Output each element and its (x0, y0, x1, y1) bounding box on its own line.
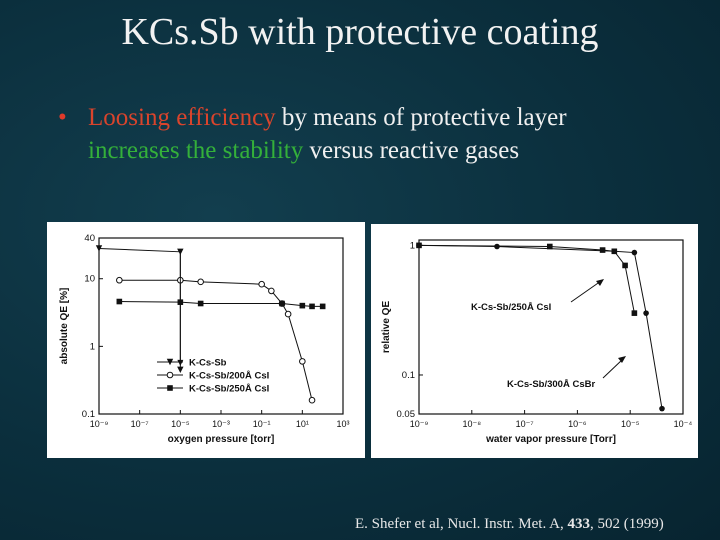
bullet-point: • Loosing efficiency by means of protect… (58, 101, 698, 167)
data-point (599, 247, 606, 253)
y-tick-label: 0.05 (397, 409, 416, 420)
bullet-highlight-red: Loosing efficiency (88, 104, 276, 131)
legend-label: K-Cs-Sb (189, 358, 227, 369)
y-tick-label: 40 (84, 233, 95, 244)
data-point (284, 310, 292, 318)
data-point (319, 303, 326, 310)
x-tick-label: 10⁻⁹ (90, 419, 109, 429)
data-point (494, 243, 500, 250)
data-point (197, 300, 204, 307)
arrow-head-icon (177, 359, 184, 366)
data-point (197, 278, 204, 286)
annotation-arrow-line (602, 358, 624, 379)
data-point (95, 245, 103, 252)
oxygen-exposure-chart: 10⁻⁹ 10⁻⁷ 10⁻⁵ 10⁻³ 10⁻¹ 10¹ 10³ 0.1 1 10 40 oxygen… (59, 233, 350, 445)
bullet-text-1: by means of protective layer (275, 104, 567, 131)
legend-label: K-Cs-Sb/250Å CsI (189, 384, 269, 395)
data-point (643, 310, 649, 316)
x-tick-label: 10⁻¹ (253, 419, 271, 429)
slide-title: KCs.Sb with protective coating (121, 11, 599, 53)
x-tick-label: 10¹ (296, 419, 309, 429)
x-tick-label: 10⁻³ (212, 419, 230, 429)
x-tick-label: 10⁻⁵ (171, 419, 190, 429)
data-point (308, 396, 316, 404)
legend-marker (166, 371, 174, 379)
annotation-arrow-head-icon (596, 279, 604, 286)
annotation-arrow-head-icon (618, 356, 626, 363)
citation-suffix: , 502 (1999) (589, 516, 664, 532)
data-point (116, 298, 123, 305)
x-tick-label: 10⁻⁷ (131, 419, 149, 429)
y-tick-label: 10 (84, 274, 95, 285)
bullet-text: Loosing efficiency by means of protectiv… (58, 101, 698, 167)
x-tick-label: 10⁻⁷ (516, 419, 534, 429)
y-tick-label: 0.1 (402, 370, 415, 381)
bullet-highlight-green: increases the stability (88, 137, 304, 164)
series-line (98, 247, 181, 370)
data-point (279, 300, 285, 307)
y-tick-label: 1 (410, 240, 415, 251)
water-vapor-exposure-chart: 10⁻⁹ 10⁻⁸ 10⁻⁷ 10⁻⁶ 10⁻⁵ 10⁻⁴ 1 0.1 0.05 water va… (381, 239, 693, 445)
data-point (258, 280, 265, 288)
series-line (119, 301, 323, 307)
data-point (631, 310, 638, 316)
x-tick-label: 10⁻⁸ (463, 419, 482, 429)
data-point (631, 249, 638, 256)
bullet-text-2: versus reactive gases (303, 137, 520, 164)
y-tick-label: 1 (90, 341, 95, 352)
x-tick-label: 10⁻⁵ (621, 419, 640, 429)
data-point (546, 243, 553, 250)
x-tick-label: 10³ (336, 419, 349, 429)
data-point (611, 248, 618, 255)
y-tick-label: 0.1 (82, 409, 95, 420)
y-axis-label: absolute QE [%] (59, 288, 70, 365)
water-vapor-plot-panel: 10⁻⁹ 10⁻⁸ 10⁻⁷ 10⁻⁶ 10⁻⁵ 10⁻⁴ 1 0.1 0.05 water va… (371, 224, 698, 458)
annotation-label: K-Cs-Sb/250Å CsI (471, 302, 551, 313)
data-point (268, 287, 275, 295)
citation-volume: 433 (567, 516, 590, 532)
citation: E. Shefer et al, Nucl. Instr. Met. A, 43… (355, 516, 664, 533)
legend-marker (167, 385, 173, 391)
annotation-arrow-line (570, 280, 602, 303)
legend-label: K-Cs-Sb/200Å CsI (189, 371, 269, 382)
x-tick-label: 10⁻⁴ (674, 419, 693, 429)
data-point (177, 248, 184, 256)
data-point (416, 242, 422, 249)
series-line (418, 244, 663, 409)
x-axis-label: oxygen pressure [torr] (168, 434, 275, 445)
x-axis-label: water vapor pressure [Torr] (485, 434, 616, 445)
citation-prefix: E. Shefer et al, Nucl. Instr. Met. A, (355, 516, 568, 532)
bullet-dot-icon: • (58, 104, 67, 131)
data-point (177, 366, 184, 374)
data-point (299, 358, 306, 365)
y-axis-label: relative QE (381, 301, 392, 354)
x-tick-label: 10⁻⁹ (410, 419, 429, 429)
data-point (299, 302, 306, 309)
data-point (309, 303, 315, 310)
data-point (116, 276, 123, 284)
x-tick-label: 10⁻⁶ (568, 419, 587, 429)
oxygen-plot-panel: 10⁻⁹ 10⁻⁷ 10⁻⁵ 10⁻³ 10⁻¹ 10¹ 10³ 0.1 1 10 40 oxygen… (47, 222, 365, 458)
plot-frame (418, 239, 684, 415)
data-point (622, 262, 628, 269)
series-line (119, 279, 313, 401)
legend-marker (166, 358, 174, 366)
data-point (659, 405, 665, 412)
annotation-label: K-Cs-Sb/300Å CsBr (507, 379, 595, 390)
